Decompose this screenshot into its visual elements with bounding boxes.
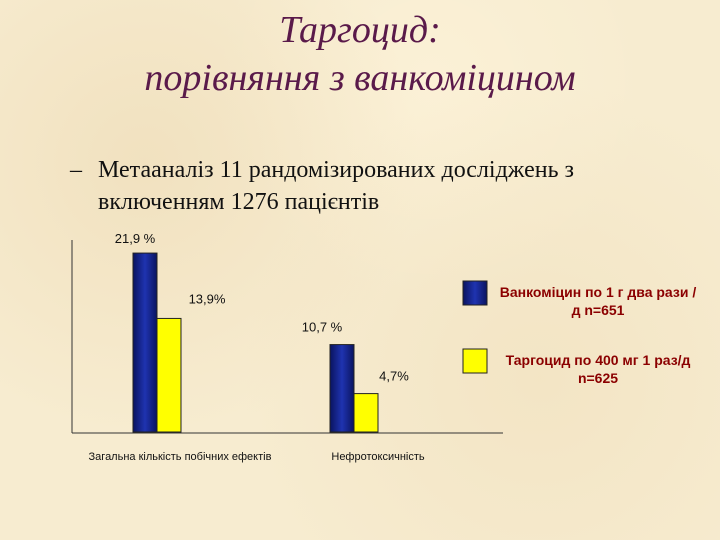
data-label-series2-cat1: 13,9% (189, 291, 226, 306)
legend-label-series1: Ванкоміцин по 1 г два рази /д n=651 (499, 284, 697, 318)
slide-title-line2: порівняння з ванкоміцином (144, 57, 576, 99)
bullet-text: Метааналіз 11 рандомізированих досліджен… (98, 157, 574, 215)
bullet-point: – Метааналіз 11 рандомізированих дослідж… (70, 154, 700, 218)
legend-swatch-series2 (462, 348, 488, 374)
bar-series1-cat2 (329, 344, 355, 433)
slide-title-line1: Таргоцид: (279, 9, 441, 51)
bar-series1-cat1 (132, 252, 158, 433)
category-label-2: Нефротоксичність (331, 451, 425, 463)
data-label-series1-cat2: 10,7 % (302, 320, 343, 335)
legend-swatch-series1 (462, 280, 488, 306)
bullet-dash: – (70, 157, 82, 183)
data-label-series2-cat2: 4,7% (379, 369, 409, 384)
bar-series2-cat1 (156, 317, 182, 433)
data-label-series1-cat1: 21,9 % (115, 231, 156, 246)
legend-label-series2: Таргоцид по 400 мг 1 раз/д n=625 (505, 352, 691, 386)
bar-series2-cat2 (353, 393, 379, 433)
category-label-1: Загальна кількість побічних ефектів (89, 451, 272, 463)
